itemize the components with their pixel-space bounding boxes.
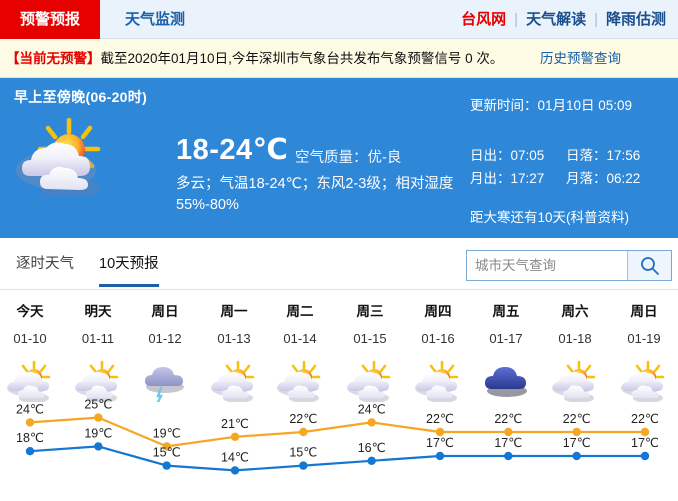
moonset: 月落：06:22 xyxy=(566,171,640,186)
day-name: 周日 xyxy=(630,304,658,319)
astronomy-info: 日出：07:05 日落：17:56 月出：17:27 月落：06:22 xyxy=(470,144,640,190)
partly-cloudy-icon xyxy=(266,360,334,406)
air-quality-label: 空气质量： xyxy=(295,150,368,166)
moonset-label: 月落： xyxy=(566,171,607,186)
day-name: 周四 xyxy=(424,304,452,319)
forecast-day-9[interactable]: 周日 01-19 xyxy=(610,290,678,406)
sunset-value: 17:56 xyxy=(606,148,641,163)
day-date: 01-19 xyxy=(627,331,661,346)
forecast-day-5[interactable]: 周三 01-15 xyxy=(336,290,404,406)
nav-tab-weather-monitor[interactable]: 天气监测 xyxy=(124,11,185,28)
moon-times-row: 月出：17:27 月落：06:22 xyxy=(470,167,640,190)
day-name: 周五 xyxy=(492,304,520,319)
day-date: 01-18 xyxy=(558,331,592,346)
moonrise-label: 月出： xyxy=(470,171,511,186)
day-date: 01-12 xyxy=(148,331,182,346)
current-weather-panel: 早上至傍晚(06-20时) xyxy=(0,78,678,238)
partly-cloudy-icon xyxy=(0,360,64,406)
forecast-day-2[interactable]: 周日 01-12 xyxy=(131,290,199,406)
partly-cloudy-icon xyxy=(610,360,678,406)
moonrise-value: 17:27 xyxy=(510,171,545,186)
sunrise-value: 07:05 xyxy=(510,148,545,163)
current-temperature: 18-24℃ xyxy=(176,134,289,166)
update-time-value: 01月10日 05:09 xyxy=(537,98,633,113)
partly-cloudy-icon xyxy=(336,360,404,406)
warning-status-badge: 【当前无预警】 xyxy=(6,51,101,66)
day-date: 01-17 xyxy=(489,331,523,346)
day-date: 01-14 xyxy=(283,331,317,346)
forecast-day-4[interactable]: 周二 01-14 xyxy=(266,290,334,406)
nav-links: 台风网 | 天气解读 | 降雨估测 xyxy=(461,0,666,39)
search-button[interactable] xyxy=(627,251,671,280)
day-date: 01-11 xyxy=(81,331,115,346)
day-name: 周二 xyxy=(286,304,314,319)
forecast-day-7[interactable]: 周五 01-17 xyxy=(472,290,540,406)
update-time: 更新时间：01月10日 05:09 xyxy=(470,94,632,114)
nav-tab-warning-forecast[interactable]: 预警预报 xyxy=(0,0,100,39)
day-date: 01-10 xyxy=(13,331,47,346)
day-name: 今天 xyxy=(16,304,44,319)
nav-link-typhoon[interactable]: 台风网 xyxy=(461,11,507,28)
top-navigation: 预警预报 天气监测 台风网 | 天气解读 | 降雨估测 xyxy=(0,0,678,39)
nav-separator-2: | xyxy=(594,11,598,28)
day-name: 周三 xyxy=(356,304,384,319)
day-name: 周一 xyxy=(220,304,248,319)
partly-cloudy-icon xyxy=(404,360,472,406)
day-name: 明天 xyxy=(84,304,112,319)
partly-cloudy-icon xyxy=(12,117,122,199)
tab-hourly-weather[interactable]: 逐时天气 xyxy=(16,256,74,272)
partly-cloudy-icon xyxy=(64,360,132,406)
forecast-day-1[interactable]: 明天 01-11 xyxy=(64,290,132,406)
moonset-value: 06:22 xyxy=(606,171,641,186)
light-rain-icon xyxy=(131,360,199,406)
search-input[interactable] xyxy=(467,251,627,280)
partly-cloudy-icon xyxy=(200,360,268,406)
day-date: 01-16 xyxy=(421,331,455,346)
day-name: 周六 xyxy=(561,304,589,319)
day-date: 01-15 xyxy=(353,331,387,346)
ten-day-forecast: 今天 01-10 明天 01-11 周日 01-12 xyxy=(0,290,678,501)
forecast-day-8[interactable]: 周六 01-18 xyxy=(541,290,609,406)
update-time-label: 更新时间： xyxy=(470,98,538,113)
forecast-day-3[interactable]: 周一 01-13 xyxy=(200,290,268,406)
warning-bar: 【当前无预警】截至2020年01月10日,今年深圳市气象台共发布气象预警信号 0… xyxy=(0,39,678,78)
forecast-day-0[interactable]: 今天 01-10 xyxy=(0,290,64,406)
current-description: 多云；气温18-24℃；东风2-3级；相对湿度55%-80% xyxy=(176,176,454,213)
sunset: 日落：17:56 xyxy=(566,148,640,163)
sunrise-label: 日出： xyxy=(470,148,511,163)
solar-term-note[interactable]: 距大寒还有10天(科普资料) xyxy=(470,210,630,225)
nav-separator-1: | xyxy=(514,11,519,28)
nav-link-rain-estimate[interactable]: 降雨估测 xyxy=(605,11,666,28)
air-quality: 空气质量：优-良 xyxy=(295,146,401,167)
forecast-day-6[interactable]: 周四 01-16 xyxy=(404,290,472,406)
overcast-icon xyxy=(472,360,540,406)
current-period-label: 早上至傍晚(06-20时) xyxy=(14,89,148,105)
sun-times-row: 日出：07:05 日落：17:56 xyxy=(470,144,640,167)
nav-link-weather-analysis[interactable]: 天气解读 xyxy=(526,11,587,28)
sunset-label: 日落： xyxy=(566,148,607,163)
city-search-box xyxy=(466,250,672,281)
sunrise: 日出：07:05 xyxy=(470,144,566,167)
warning-message: 截至2020年01月10日,今年深圳市气象台共发布气象预警信号 0 次。 xyxy=(100,51,504,66)
day-name: 周日 xyxy=(151,304,179,319)
day-date: 01-13 xyxy=(217,331,251,346)
warning-history-link[interactable]: 历史预警查询 xyxy=(540,51,621,66)
air-quality-value: 优-良 xyxy=(367,150,402,166)
tab-ten-day-forecast[interactable]: 10天预报 xyxy=(99,252,159,287)
partly-cloudy-icon xyxy=(541,360,609,406)
moonrise: 月出：17:27 xyxy=(470,167,566,190)
